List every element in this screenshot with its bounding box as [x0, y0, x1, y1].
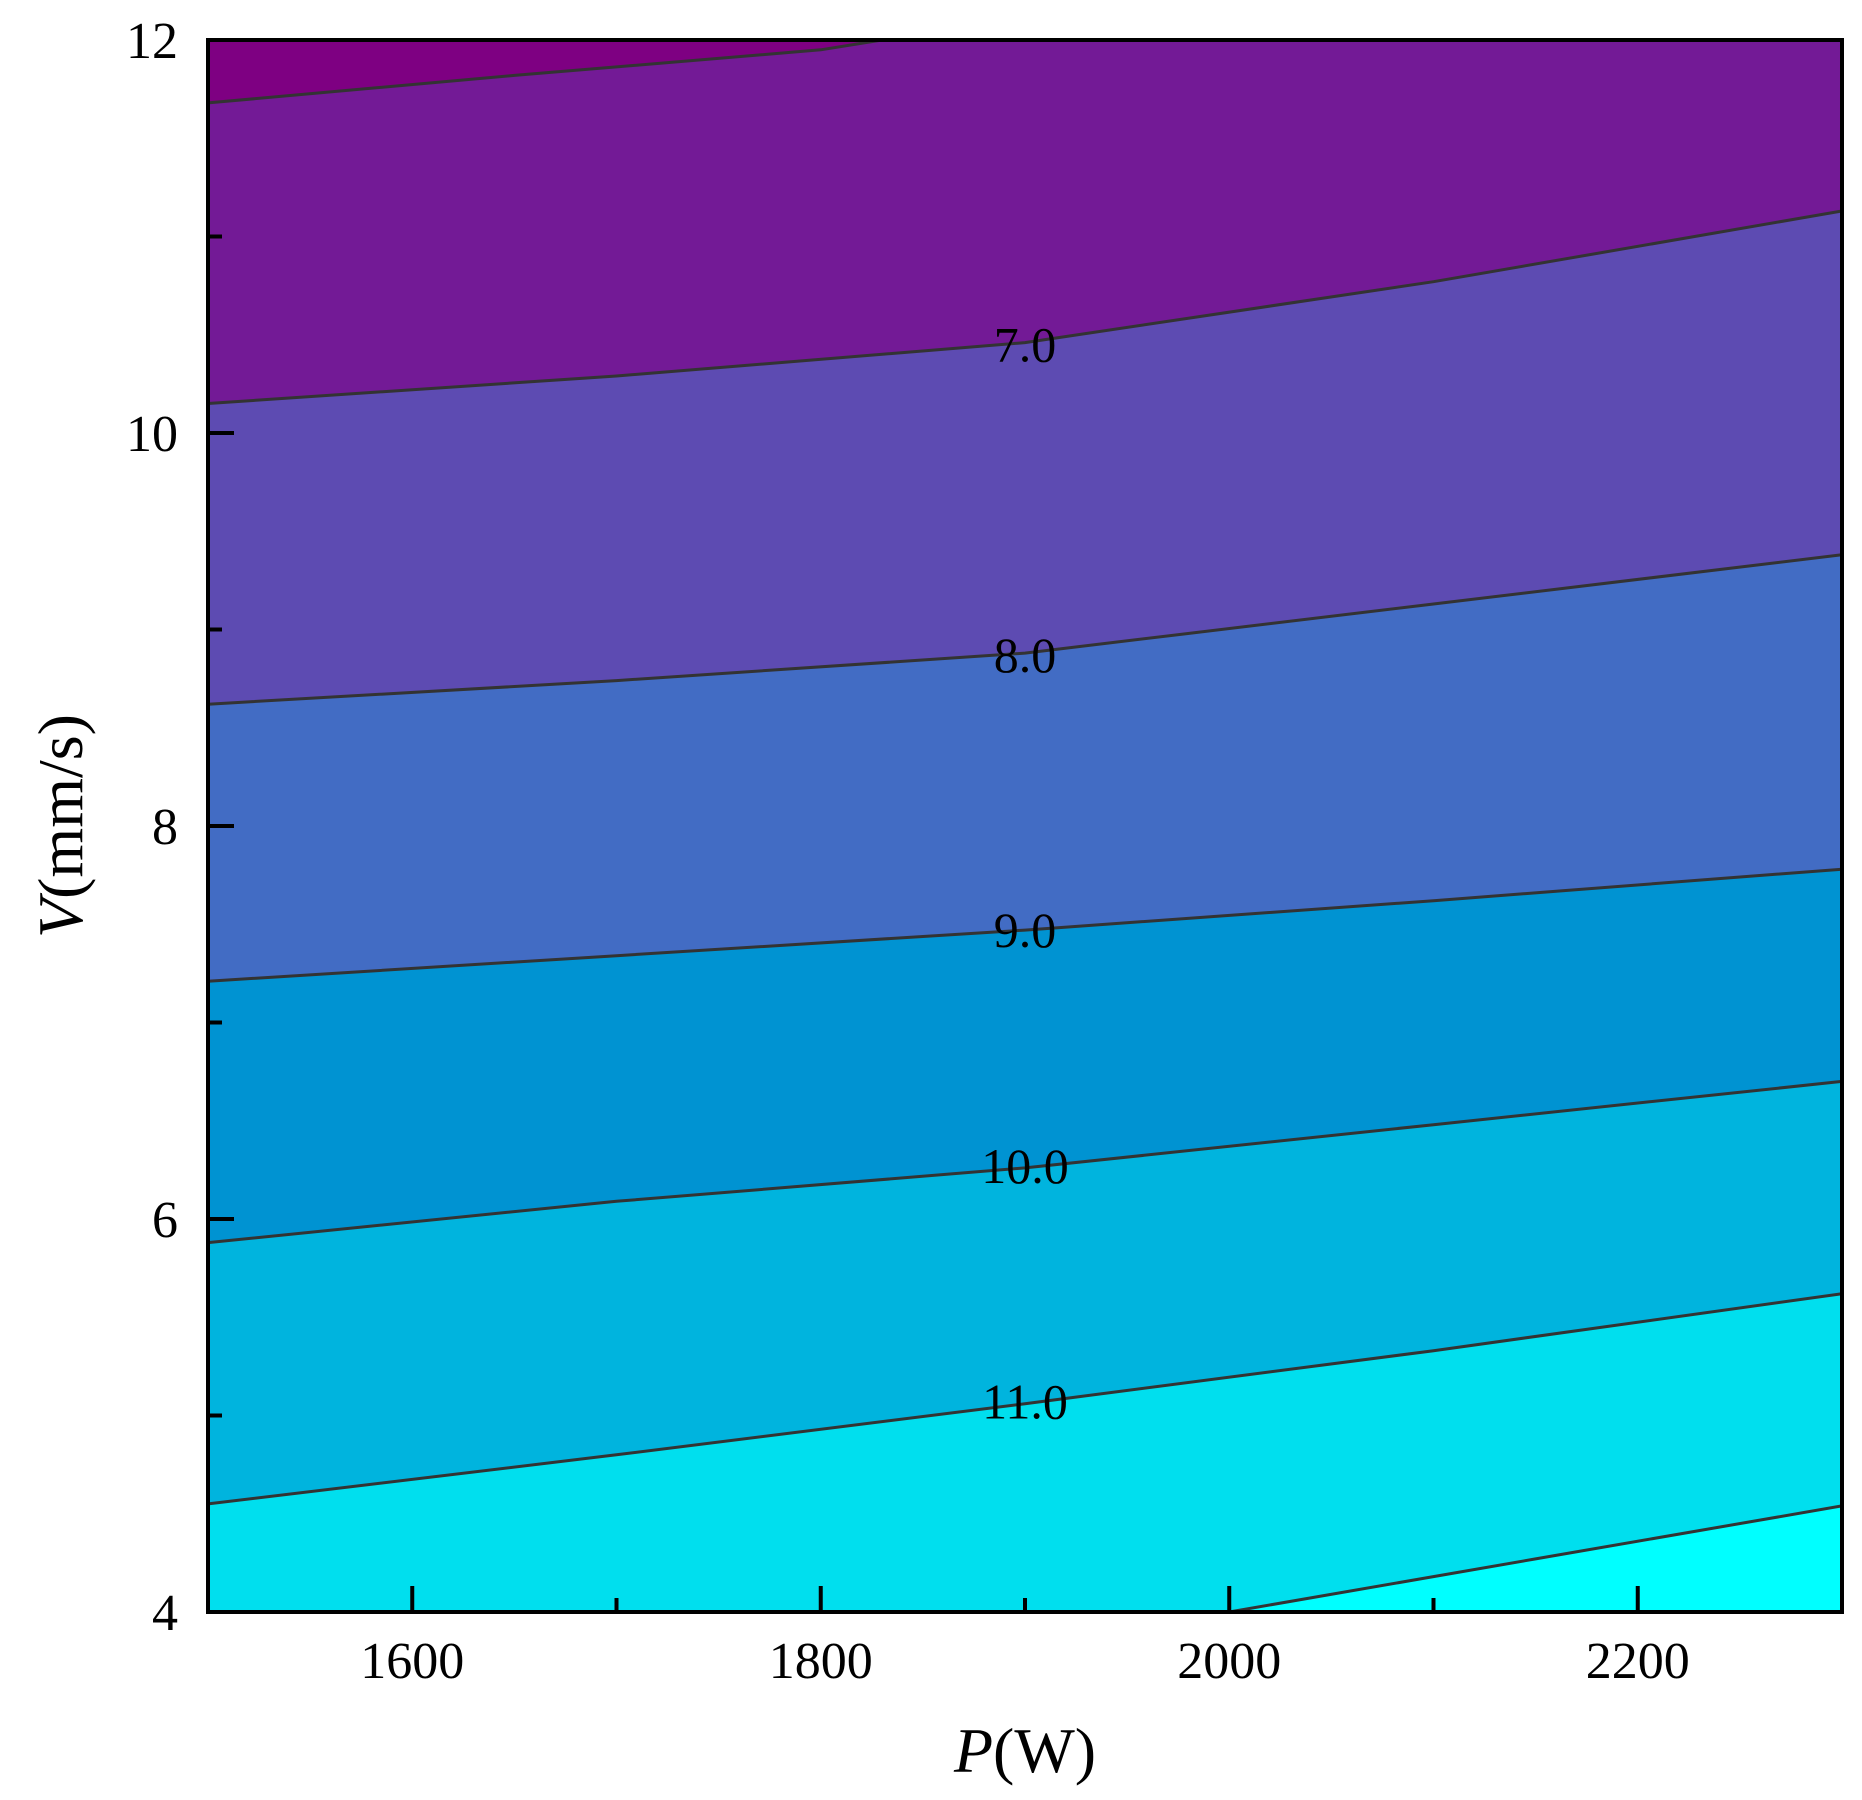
contour-label: 11.0 — [982, 1374, 1068, 1430]
contour-line — [208, 1292, 1842, 1506]
y-tick-label: 8 — [152, 799, 178, 856]
y-axis-ticks: 4 6 8 10 12 — [126, 13, 234, 1642]
x-tick-label: 1600 — [360, 1633, 464, 1690]
y-tick-label: 12 — [126, 13, 178, 70]
contour-line — [208, 209, 1842, 405]
x-axis-unit: (W) — [993, 1715, 1096, 1786]
y-axis-var: V — [25, 892, 96, 938]
x-tick-label: 2200 — [1586, 1633, 1690, 1690]
contour-lines — [208, 40, 1842, 1612]
contour-line — [208, 40, 883, 105]
contour-fills — [208, 40, 1842, 1612]
contour-line — [1229, 1504, 1842, 1612]
contour-label: 8.0 — [994, 627, 1057, 683]
y-tick-label: 4 — [152, 1585, 178, 1642]
y-tick-label: 6 — [152, 1192, 178, 1249]
contour-line — [208, 553, 1842, 706]
x-tick-label: 1800 — [769, 1633, 873, 1690]
x-axis-ticks: 1600 1800 2000 2200 — [360, 1586, 1690, 1690]
x-axis-var: P — [953, 1715, 993, 1786]
y-tick-label: 10 — [126, 406, 178, 463]
contour-band — [208, 40, 964, 103]
contour-label: 10.0 — [981, 1138, 1069, 1194]
x-tick-label: 2000 — [1177, 1633, 1281, 1690]
contour-labels: 7.0 8.0 9.0 10.0 11.0 — [981, 317, 1069, 1430]
contour-line — [208, 867, 1842, 983]
contour-band — [208, 40, 1842, 404]
y-axis-unit: (mm/s) — [25, 714, 96, 899]
contour-label: 7.0 — [994, 317, 1057, 373]
contour-line — [208, 1079, 1842, 1245]
contour-label: 9.0 — [994, 902, 1057, 958]
y-axis-title: V(mm/s) — [25, 714, 96, 938]
x-axis-title: P(W) — [953, 1715, 1096, 1786]
